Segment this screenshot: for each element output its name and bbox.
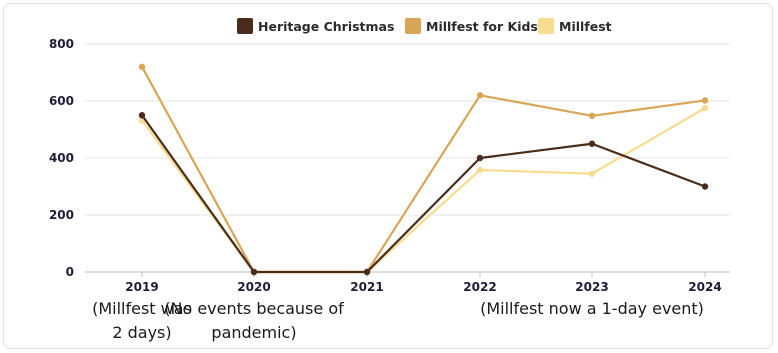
data-point [363, 268, 371, 276]
data-point [476, 92, 484, 99]
data-point [701, 183, 709, 190]
x-tick-label: 2023 [575, 280, 608, 294]
series-line-millfest-for-kids [141, 66, 706, 274]
chart-frame [3, 3, 773, 349]
legend-swatch [538, 18, 554, 34]
annotation-text: pandemic) [211, 323, 296, 342]
data-point [476, 166, 484, 174]
y-axis-ticks: 0 200 400 600 800 [49, 37, 74, 279]
x-tick-label: 2020 [237, 280, 270, 294]
x-tick-label: 2019 [125, 280, 158, 294]
data-point [476, 154, 484, 162]
series-line-heritage-christmas [141, 114, 706, 274]
x-tick-label: 2022 [463, 280, 496, 294]
y-tick-label: 600 [49, 94, 74, 108]
annotation-text: (Millfest was [92, 299, 192, 318]
series-line-millfest [141, 107, 706, 274]
data-point [588, 170, 596, 177]
data-point [701, 104, 709, 112]
legend: Heritage Christmas Millfest for Kids Millf… [237, 18, 612, 34]
data-point [138, 112, 146, 119]
data-point [701, 97, 709, 104]
data-point [588, 140, 596, 147]
y-tick-label: 800 [49, 37, 74, 51]
data-point [588, 112, 596, 120]
legend-label: Millfest [559, 19, 612, 34]
y-tick-label: 400 [49, 151, 74, 165]
data-point [250, 268, 258, 276]
annotation-text: (No events because of [164, 299, 344, 318]
x-tick-label: 2021 [350, 280, 383, 294]
data-point [138, 63, 146, 70]
x-axis-ticks: 2019 2020 2021 2022 2023 2024 [125, 272, 722, 294]
annotation-text: 2 days) [112, 323, 171, 342]
legend-label: Millfest for Kids [426, 19, 538, 34]
y-tick-label: 200 [49, 208, 74, 222]
gridlines [85, 43, 730, 273]
legend-swatch [405, 18, 421, 34]
x-tick-label: 2024 [688, 280, 721, 294]
y-tick-label: 0 [66, 265, 74, 279]
legend-swatch [237, 18, 253, 34]
annotation-text: (Millfest now a 1-day event) [480, 299, 704, 318]
annotations: (Millfest was 2 days) (No events because o… [92, 299, 704, 342]
legend-label: Heritage Christmas [258, 19, 394, 34]
series-lines [138, 63, 709, 276]
